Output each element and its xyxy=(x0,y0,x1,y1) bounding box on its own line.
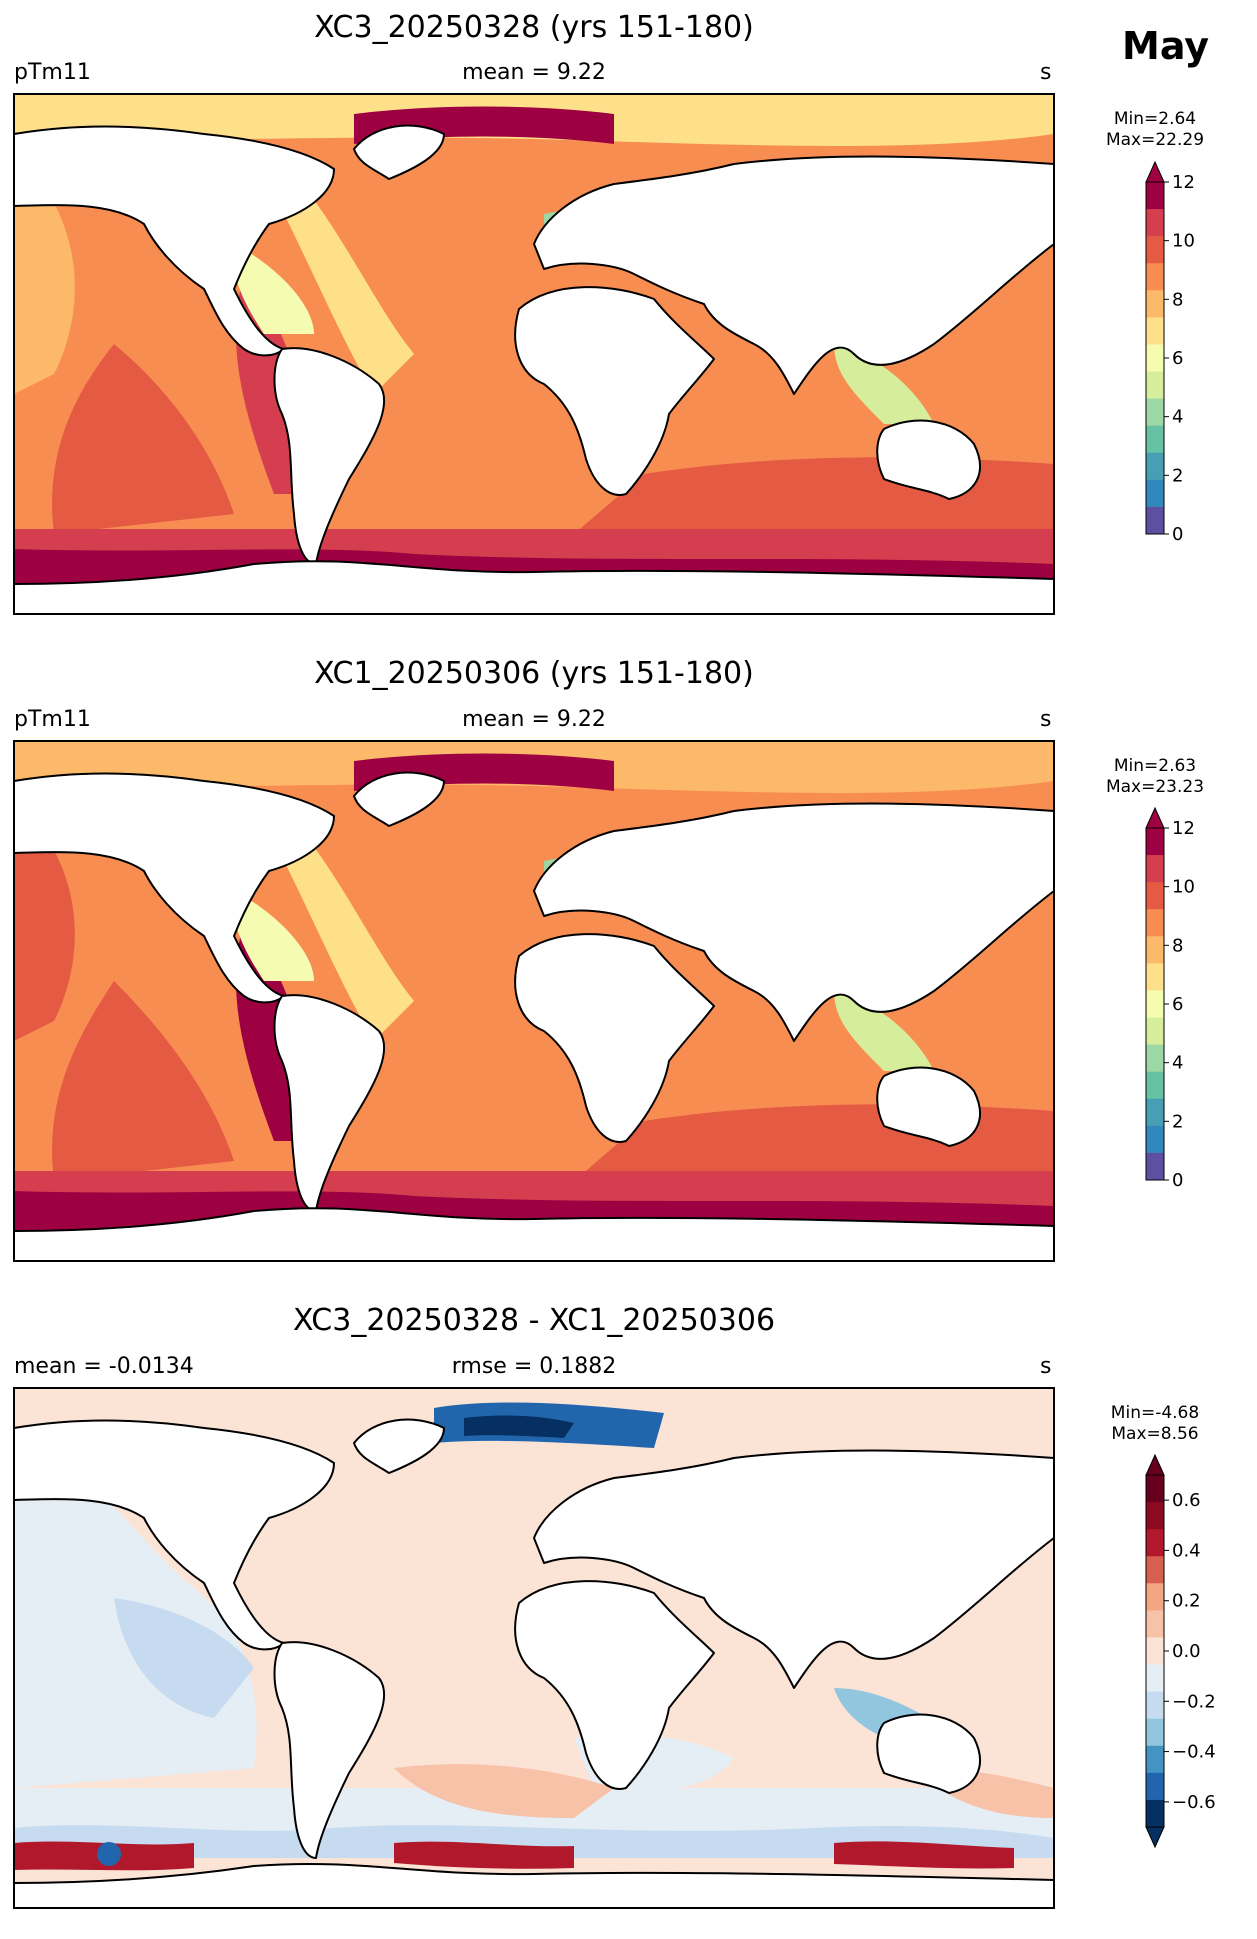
panel-3-rmse-label: rmse = 0.1882 xyxy=(451,1354,617,1379)
colorbar-tick-label: −0.6 xyxy=(1172,1792,1216,1813)
panel-1-stats: Min=2.64 Max=22.29 xyxy=(1090,109,1220,151)
panel-1-min: Min=2.64 xyxy=(1113,109,1197,129)
colorbar-segment xyxy=(1146,263,1164,291)
colorbar-segment xyxy=(1146,452,1164,481)
colorbar-segment xyxy=(1146,317,1164,345)
colorbar-tick-label: 0.6 xyxy=(1172,1490,1201,1511)
colorbar-tick-label: 10 xyxy=(1172,231,1195,252)
panel-3-units-label: s xyxy=(1040,1354,1052,1379)
colorbar-tick-label: −0.2 xyxy=(1172,1691,1216,1712)
panel-1-mean-label: mean = 9.22 xyxy=(462,60,606,85)
panel-3-min: Min=-4.68 xyxy=(1110,1403,1200,1423)
colorbar-segment xyxy=(1146,828,1164,856)
colorbar-segment xyxy=(1146,209,1164,237)
colorbar-segment xyxy=(1146,909,1164,937)
colorbar-segment xyxy=(1146,236,1164,264)
colorbar-tick-label: 12 xyxy=(1172,172,1195,193)
panel-2-min: Min=2.63 xyxy=(1113,756,1197,776)
colorbar-segment xyxy=(1146,1152,1164,1181)
panel-3-stats: Min=-4.68 Max=8.56 xyxy=(1090,1403,1220,1445)
colorbar-max-extension xyxy=(1145,160,1165,183)
colorbar-segment xyxy=(1146,855,1164,883)
panel-2-mean-label: mean = 9.22 xyxy=(462,707,606,732)
colorbar-tick-label: 2 xyxy=(1172,465,1183,486)
colorbar-tick-label: 0.4 xyxy=(1172,1540,1201,1561)
colorbar-tick-label: 4 xyxy=(1172,407,1183,428)
panel-3-colorbar: 0.6 0.4 0.2 0.0 −0.2 −0.4 −0.6 xyxy=(1145,1453,1216,1849)
colorbar-segment xyxy=(1146,882,1164,910)
panel-2-map xyxy=(13,740,1055,1262)
colorbar-segment xyxy=(1146,398,1164,427)
colorbar-tick-label: 0.0 xyxy=(1172,1641,1201,1662)
panel-2-units-label: s xyxy=(1040,707,1052,732)
colorbar-segment xyxy=(1146,1071,1164,1100)
panel-3-title: XC3_20250328 - XC1_20250306 xyxy=(292,1303,776,1338)
colorbar-tick-label: 8 xyxy=(1172,289,1183,310)
colorbar-segment xyxy=(1146,963,1164,991)
colorbar-max-extension xyxy=(1145,806,1165,829)
colorbar-segment xyxy=(1146,425,1164,454)
colorbar-segment xyxy=(1146,1044,1164,1073)
colorbar-segment xyxy=(1146,1475,1164,1503)
colorbar-segment xyxy=(1146,1772,1164,1801)
colorbar-segment xyxy=(1146,1529,1164,1557)
panel-1-units-label: s xyxy=(1040,60,1052,85)
colorbar-min-extension xyxy=(1145,1826,1165,1849)
colorbar-segment xyxy=(1146,1610,1164,1638)
colorbar-segment xyxy=(1146,990,1164,1019)
colorbar-segment xyxy=(1146,1583,1164,1611)
colorbar-segment xyxy=(1146,344,1164,373)
colorbar-segment xyxy=(1146,1502,1164,1530)
panel-1-title: XC3_20250328 (yrs 151-180) xyxy=(314,10,754,45)
colorbar-tick-label: 12 xyxy=(1172,818,1195,839)
panel-3-map xyxy=(13,1387,1055,1909)
colorbar-tick-label: 0 xyxy=(1172,1170,1183,1191)
colorbar-segment xyxy=(1146,1017,1164,1046)
panel-1-max: Max=22.29 xyxy=(1105,130,1205,150)
colorbar-tick-label: −0.4 xyxy=(1172,1742,1216,1763)
panel-2-colorbar: 0 2 4 6 8 10 12 xyxy=(1145,806,1195,1191)
colorbar-segment xyxy=(1146,290,1164,318)
panel-2-stats: Min=2.63 Max=23.23 xyxy=(1090,756,1220,798)
colorbar-segment xyxy=(1146,371,1164,400)
panel-3-max: Max=8.56 xyxy=(1111,1424,1199,1444)
panel-1-variable-label: pTm11 xyxy=(14,60,91,85)
colorbar-tick-label: 0.2 xyxy=(1172,1591,1201,1612)
panel-1-colorbar: 0 2 4 6 8 10 12 xyxy=(1145,160,1195,545)
panel-1-map xyxy=(13,93,1055,615)
colorbar-tick-label: 10 xyxy=(1172,877,1195,898)
colorbar-segment xyxy=(1146,1745,1164,1774)
colorbar-segment xyxy=(1146,1691,1164,1720)
colorbar-segment xyxy=(1146,479,1164,508)
panel-2-max: Max=23.23 xyxy=(1105,777,1205,797)
colorbar-tick-label: 4 xyxy=(1172,1053,1183,1074)
colorbar-segment xyxy=(1146,1799,1164,1828)
colorbar-segment xyxy=(1146,1098,1164,1127)
colorbar-segment xyxy=(1146,182,1164,210)
month-label: May xyxy=(1122,24,1210,68)
panel-2-variable-label: pTm11 xyxy=(14,707,91,732)
colorbar-segment xyxy=(1146,1556,1164,1584)
panel-3-mean-label: mean = -0.0134 xyxy=(14,1354,194,1379)
colorbar-segment xyxy=(1146,1637,1164,1666)
colorbar-tick-label: 6 xyxy=(1172,348,1183,369)
colorbar-tick-label: 6 xyxy=(1172,994,1183,1015)
colorbar-segment xyxy=(1146,1125,1164,1154)
colorbar-segment xyxy=(1146,506,1164,535)
colorbar-segment xyxy=(1146,1718,1164,1747)
colorbar-tick-label: 2 xyxy=(1172,1111,1183,1132)
colorbar-segment xyxy=(1146,1664,1164,1693)
colorbar-tick-label: 0 xyxy=(1172,524,1183,545)
colorbar-max-extension xyxy=(1145,1453,1165,1476)
colorbar-segment xyxy=(1146,936,1164,964)
panel-2-title: XC1_20250306 (yrs 151-180) xyxy=(314,656,754,691)
colorbar-tick-label: 8 xyxy=(1172,935,1183,956)
